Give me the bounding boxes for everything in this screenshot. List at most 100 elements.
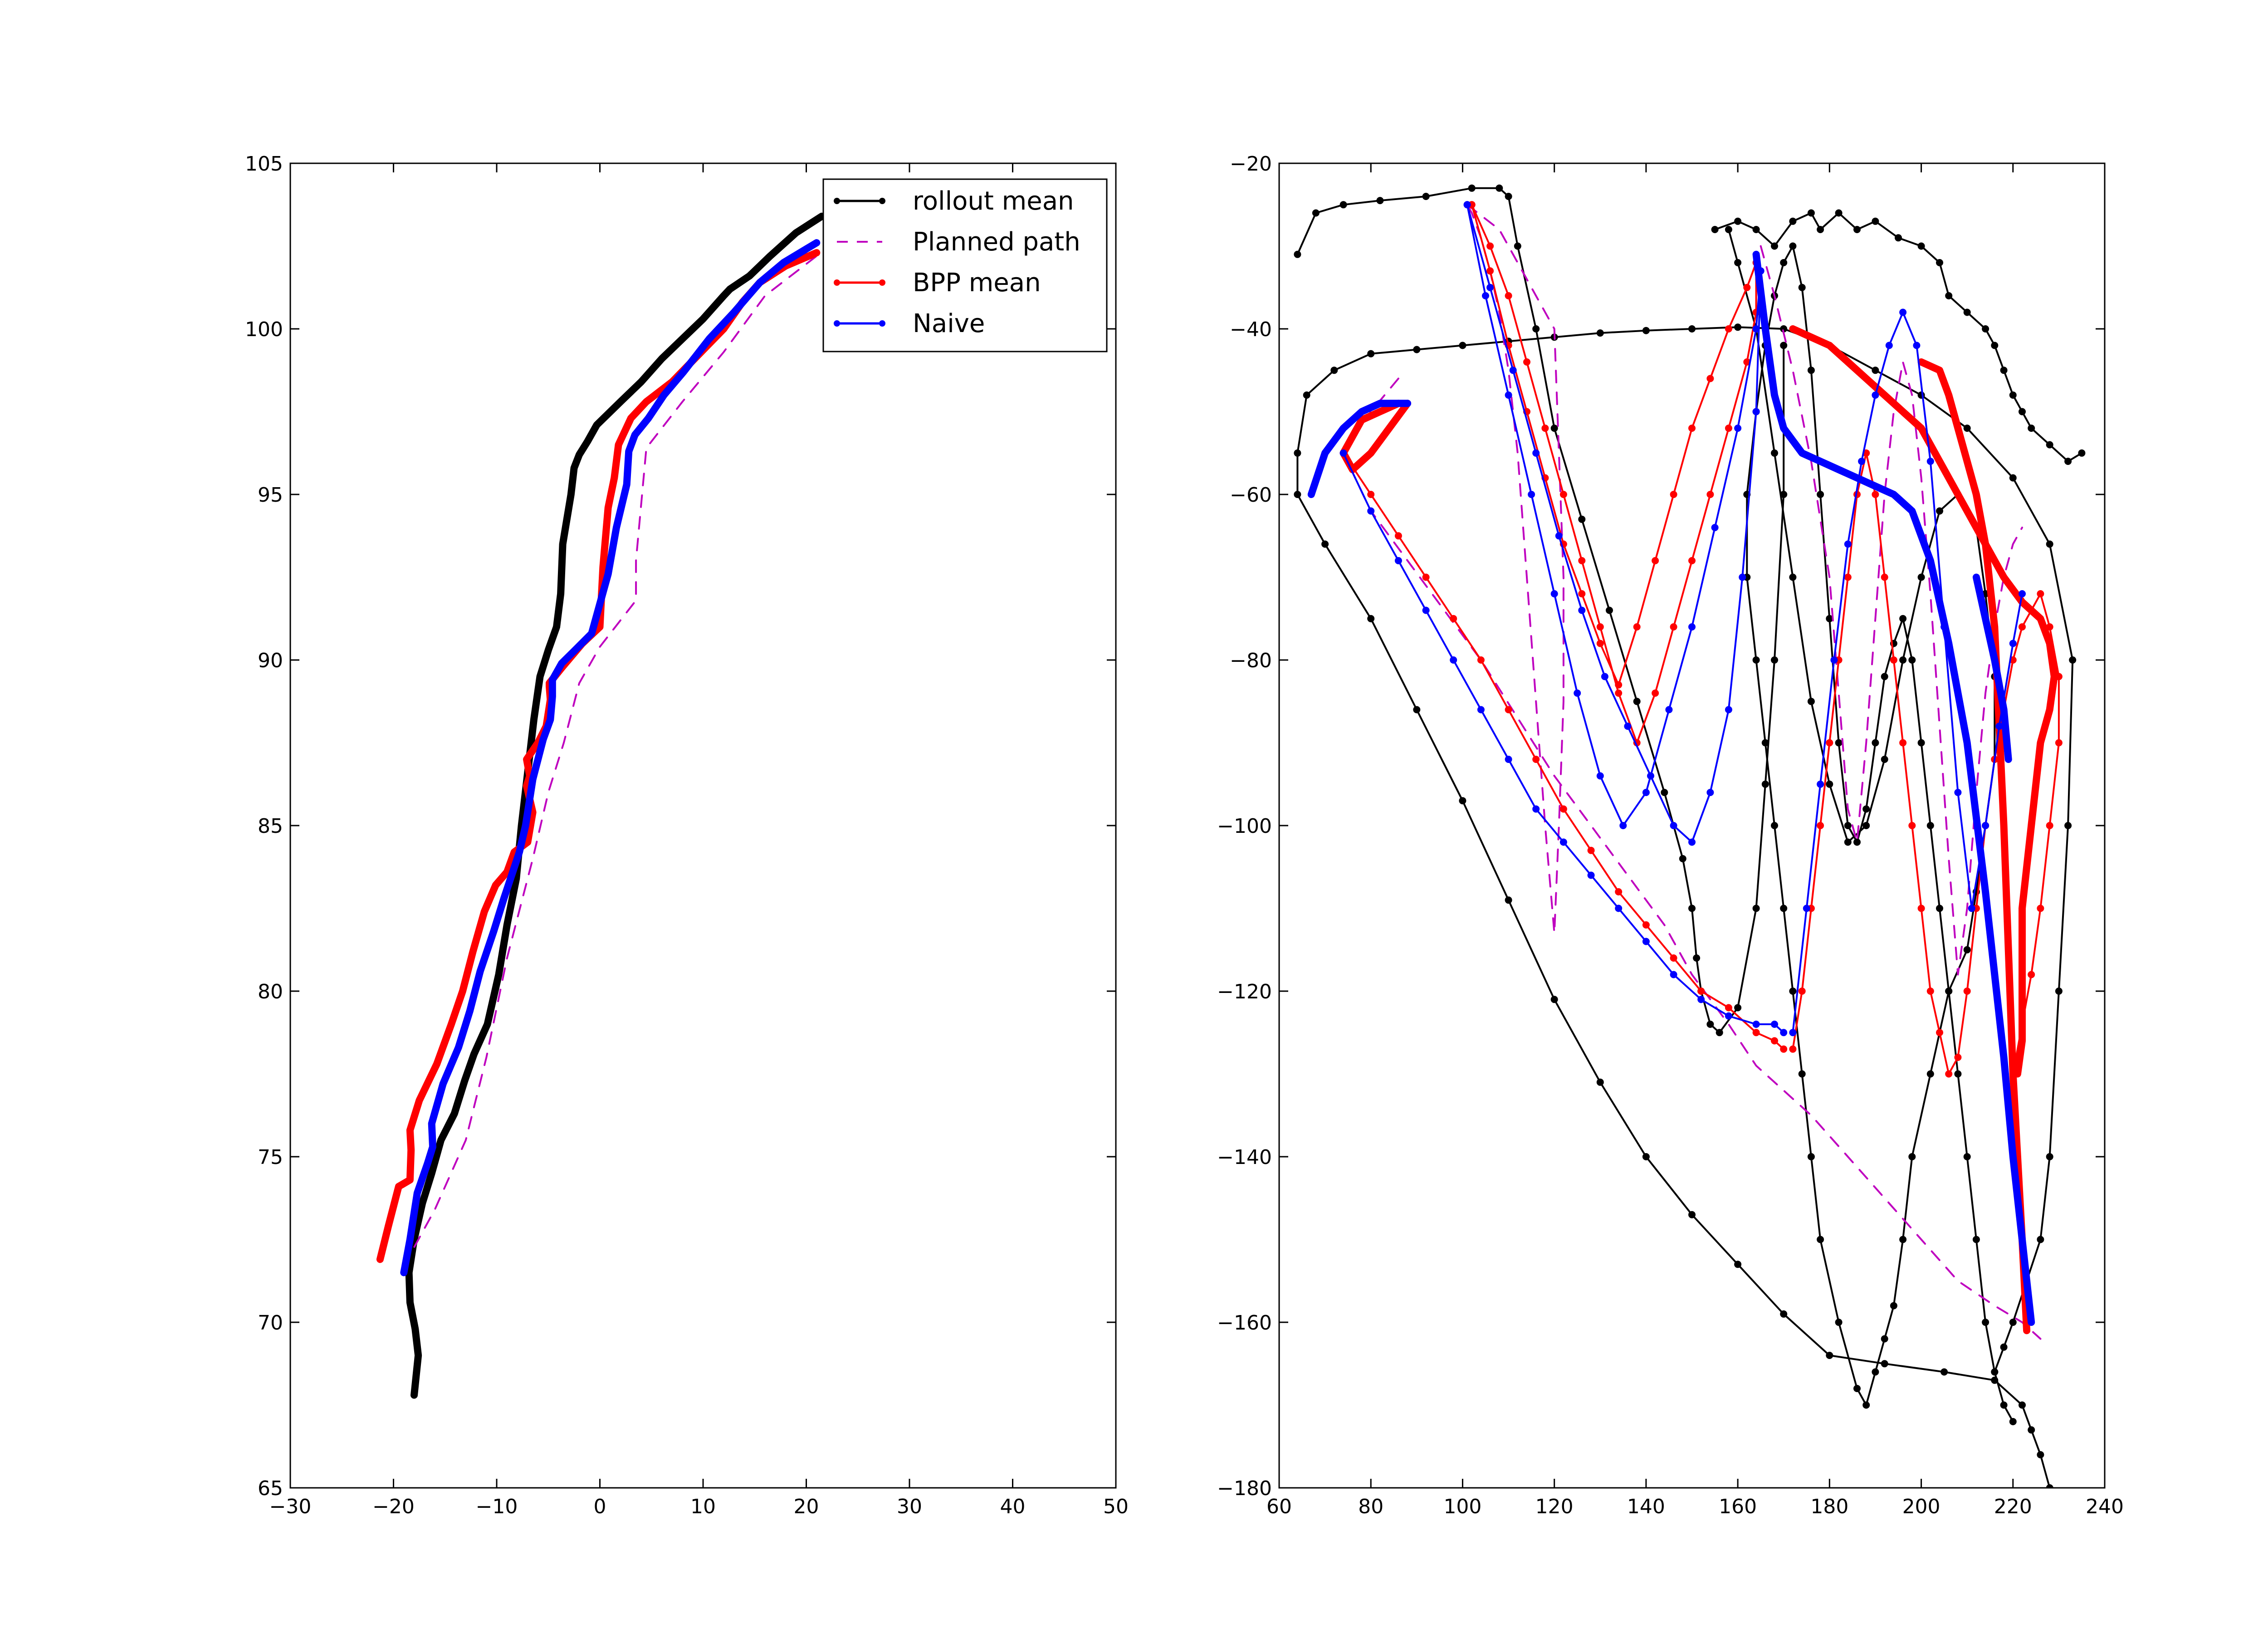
y-tick-label: −120 (1217, 980, 1272, 1003)
legend-label-naive: Naive (913, 309, 985, 338)
data-point-rollout (1505, 193, 1512, 200)
data-point-naive (1858, 458, 1866, 465)
data-point-bpp (2055, 739, 2063, 747)
data-point-rollout (1936, 507, 1943, 515)
data-point-rollout (1771, 656, 1778, 664)
data-point-rollout (1780, 259, 1788, 266)
x-tick-label: −10 (476, 1495, 518, 1518)
data-point-bpp (1899, 739, 1907, 747)
data-point-rollout (1917, 573, 1925, 581)
data-point-bpp (1743, 358, 1751, 366)
data-point-bpp (1486, 242, 1494, 250)
data-point-rollout (1872, 1368, 1879, 1376)
data-point-rollout (2009, 474, 2017, 482)
data-point-naive (1642, 789, 1650, 796)
data-point-bpp (1670, 623, 1677, 631)
data-point-rollout (1468, 184, 1476, 192)
data-point-rollout (2064, 458, 2072, 465)
x-tick-label: 60 (1266, 1495, 1292, 1518)
y-tick-label: −180 (1217, 1477, 1272, 1500)
data-point-bpp (1936, 1029, 1943, 1037)
data-point-bpp (1670, 491, 1677, 498)
data-point-rollout (1926, 1070, 1934, 1078)
data-point-bpp (1725, 325, 1732, 332)
data-point-rollout (1963, 308, 1971, 316)
data-point-rollout (1367, 615, 1375, 622)
y-tick-label: −80 (1230, 649, 1272, 672)
legend-marker (879, 198, 885, 204)
data-point-naive (1555, 532, 1563, 540)
data-point-bpp (1706, 491, 1714, 498)
data-point-rollout (2000, 367, 2008, 374)
data-point-naive (2019, 590, 2026, 597)
data-point-bpp (1559, 805, 1567, 813)
x-tick-label: 80 (1358, 1495, 1383, 1518)
data-point-rollout (1303, 391, 1310, 399)
data-point-rollout (1693, 954, 1701, 962)
data-point-bpp (1743, 284, 1751, 291)
x-tick-label: 10 (690, 1495, 716, 1518)
data-point-rollout (1367, 350, 1375, 357)
series-line-bpp (376, 249, 821, 1263)
right-series-layer (1294, 184, 2086, 1488)
legend-label-bpp: BPP mean (913, 268, 1041, 298)
data-point-naive (1505, 391, 1512, 399)
data-point-rollout (1780, 342, 1788, 349)
series-line-bpp (1792, 452, 2060, 1075)
data-point-naive (1642, 938, 1650, 945)
data-point-naive (1578, 606, 1586, 614)
data-point-bpp (1541, 425, 1549, 432)
data-point-naive (1725, 1012, 1732, 1020)
data-point-rollout (2028, 425, 2035, 432)
data-point-rollout (1908, 656, 1916, 664)
series-line-planned (403, 255, 818, 1267)
data-point-rollout (2069, 656, 2077, 664)
data-point-rollout (1817, 226, 1824, 233)
x-tick-label: 220 (1994, 1495, 2032, 1518)
data-point-rollout (1761, 780, 1769, 788)
data-point-rollout (1862, 822, 1870, 829)
data-point-rollout (1771, 242, 1778, 250)
data-point-bpp (2028, 971, 2035, 978)
data-point-naive (1647, 772, 1654, 780)
right-axes: 60 80 100 120 140 160 180 200 220 240 −180 −160 −140… (1217, 152, 2124, 1518)
data-point-naive (1752, 408, 1760, 416)
data-point-rollout (1734, 1261, 1742, 1268)
y-tick-label: 65 (258, 1477, 283, 1500)
data-point-naive (1739, 573, 1746, 581)
series-line-bpp (1471, 204, 1757, 744)
data-point-rollout (1780, 1310, 1788, 1318)
data-point-rollout (1789, 242, 1797, 250)
data-point-rollout (1294, 491, 1301, 498)
data-point-naive (1615, 905, 1623, 912)
data-point-rollout (2000, 1401, 2008, 1409)
data-point-rollout (1835, 209, 1843, 217)
right-axes-frame (1278, 162, 2106, 1489)
data-point-rollout (1895, 234, 1902, 242)
series-line-rollout (1727, 229, 2014, 1423)
data-point-rollout (1899, 656, 1907, 664)
data-point-bpp (1963, 988, 1971, 995)
data-point-rollout (2064, 822, 2072, 829)
y-tick-label: 80 (258, 980, 283, 1003)
data-point-naive (1817, 780, 1824, 788)
data-point-rollout (1532, 325, 1540, 332)
legend-label-rollout: rollout mean (913, 186, 1074, 216)
data-point-bpp (1872, 491, 1879, 498)
data-point-naive (1844, 540, 1852, 548)
data-point-rollout (2019, 408, 2026, 416)
data-point-rollout (1789, 573, 1797, 581)
data-point-rollout (1321, 540, 1329, 548)
data-point-rollout (1734, 259, 1742, 266)
right-axes-background (1279, 163, 2105, 1488)
series-line-naive (1466, 204, 1762, 843)
data-point-rollout (1936, 259, 1943, 266)
y-tick-label: −160 (1217, 1311, 1272, 1335)
data-point-bpp (1670, 954, 1677, 962)
data-point-naive (1670, 971, 1677, 978)
data-point-rollout (2019, 1401, 2026, 1409)
data-point-rollout (1807, 698, 1815, 705)
data-point-naive (1619, 822, 1627, 829)
data-point-rollout (1771, 449, 1778, 457)
x-tick-label: 20 (794, 1495, 819, 1518)
